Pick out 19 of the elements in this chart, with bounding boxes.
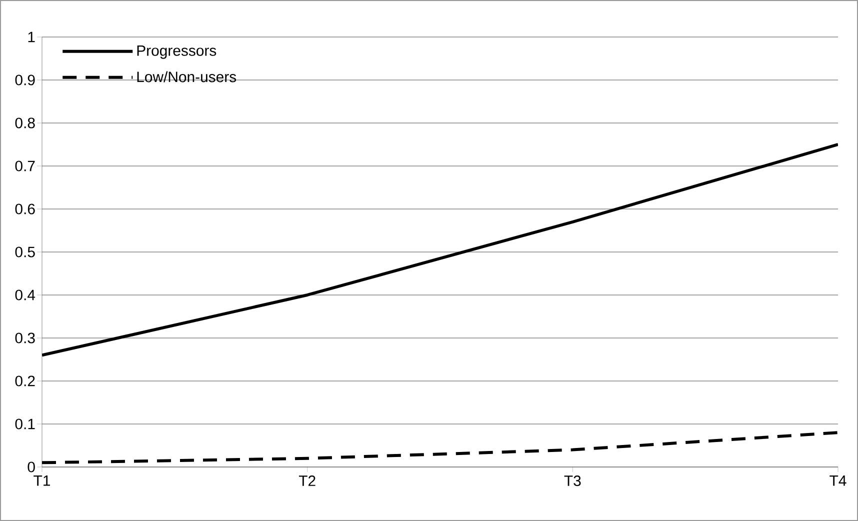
y-tick-label: 0.2 (15, 376, 35, 386)
y-tick-label: 0.6 (15, 204, 35, 214)
x-tick-label: T4 (830, 476, 846, 486)
y-tick-label: 0 (28, 462, 35, 472)
line-series (42, 431, 838, 464)
y-tick-label: 0.8 (15, 118, 35, 128)
y-tick-label: 0.7 (15, 160, 35, 172)
y-tick-label: 0.4 (15, 290, 36, 300)
legend-label: Low/Non-users (137, 71, 236, 82)
y-tick-label: 0.1 (15, 418, 35, 430)
legend-label: Progressors (137, 45, 216, 59)
x-tick-label: T1 (34, 476, 50, 486)
y-tick-label: 0.9 (15, 74, 35, 86)
y-tick-label: 0.5 (15, 246, 35, 258)
x-tick-label: T2 (298, 476, 316, 486)
line-series (42, 142, 838, 357)
x-tick-label: T3 (564, 476, 581, 486)
y-tick-label: 1 (28, 32, 35, 42)
y-tick-label: 0.3 (15, 332, 35, 344)
